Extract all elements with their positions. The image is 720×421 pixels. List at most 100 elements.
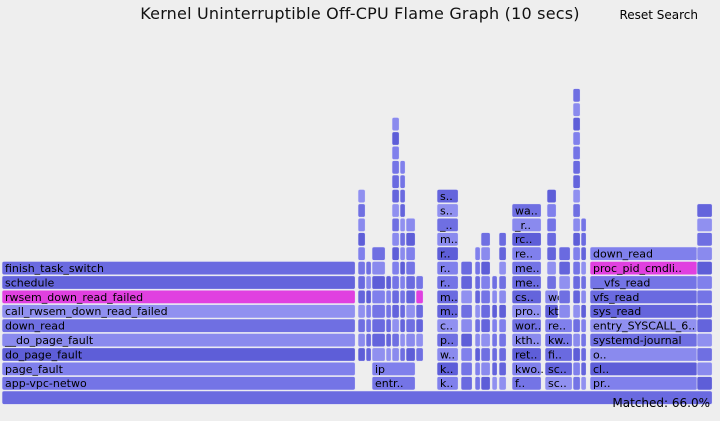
stack-frame[interactable]: kwo..: [511, 361, 544, 376]
stack-frame[interactable]: [460, 333, 473, 348]
stack-frame[interactable]: [399, 189, 406, 204]
stack-frame[interactable]: k..: [436, 376, 459, 391]
stack-frame[interactable]: [391, 318, 400, 333]
stack-frame[interactable]: [491, 275, 498, 290]
stack-frame[interactable]: [572, 347, 581, 362]
stack-frame[interactable]: [480, 246, 491, 261]
stack-frame[interactable]: [572, 131, 581, 146]
stack-frame[interactable]: [580, 333, 587, 348]
stack-frame[interactable]: [357, 232, 366, 247]
stack-frame[interactable]: [371, 261, 386, 276]
stack-frame[interactable]: [546, 189, 557, 204]
stack-frame[interactable]: [474, 246, 481, 261]
stack-frame[interactable]: [498, 246, 507, 261]
stack-frame[interactable]: [491, 376, 498, 391]
stack-frame[interactable]: [460, 275, 473, 290]
stack-frame[interactable]: [1, 390, 713, 405]
stack-frame[interactable]: [572, 174, 581, 189]
stack-frame[interactable]: [415, 347, 424, 362]
stack-frame[interactable]: page_fault: [1, 361, 356, 376]
stack-frame[interactable]: [696, 217, 713, 232]
stack-frame[interactable]: [572, 361, 581, 376]
stack-frame[interactable]: [399, 261, 406, 276]
stack-frame[interactable]: rwsem_down_read_failed: [1, 289, 356, 304]
stack-frame[interactable]: [491, 361, 498, 376]
stack-frame[interactable]: r..: [436, 261, 459, 276]
stack-frame[interactable]: [580, 232, 587, 247]
stack-frame[interactable]: [357, 289, 366, 304]
stack-frame[interactable]: systemd-journal: [589, 333, 698, 348]
stack-frame[interactable]: [480, 289, 491, 304]
stack-frame[interactable]: [572, 189, 581, 204]
stack-frame[interactable]: s..: [436, 189, 459, 204]
stack-frame[interactable]: [371, 304, 386, 319]
stack-frame[interactable]: [580, 376, 587, 391]
stack-frame[interactable]: [460, 347, 473, 362]
stack-frame[interactable]: [371, 347, 386, 362]
stack-frame[interactable]: [491, 289, 498, 304]
stack-frame[interactable]: finish_task_switch: [1, 261, 356, 276]
stack-frame[interactable]: [371, 318, 386, 333]
stack-frame[interactable]: [546, 232, 557, 247]
stack-frame[interactable]: [415, 318, 424, 333]
stack-frame[interactable]: [391, 232, 400, 247]
stack-frame[interactable]: [371, 275, 386, 290]
stack-frame[interactable]: [474, 333, 481, 348]
stack-frame[interactable]: [480, 333, 491, 348]
stack-frame[interactable]: [546, 246, 557, 261]
stack-frame[interactable]: [498, 232, 507, 247]
stack-frame[interactable]: [399, 304, 406, 319]
stack-frame[interactable]: [498, 361, 507, 376]
stack-frame[interactable]: [399, 217, 406, 232]
stack-frame[interactable]: r..: [436, 246, 459, 261]
stack-frame[interactable]: [415, 304, 424, 319]
stack-frame[interactable]: [572, 333, 581, 348]
stack-frame[interactable]: [572, 376, 581, 391]
stack-frame[interactable]: _r..: [511, 217, 542, 232]
stack-frame[interactable]: [580, 217, 587, 232]
stack-frame[interactable]: [474, 261, 481, 276]
stack-frame[interactable]: [580, 347, 587, 362]
stack-frame[interactable]: [474, 275, 481, 290]
stack-frame[interactable]: [580, 261, 587, 276]
stack-frame[interactable]: [391, 289, 400, 304]
stack-frame[interactable]: [405, 347, 416, 362]
stack-frame[interactable]: [572, 117, 581, 132]
stack-frame[interactable]: sys_read: [589, 304, 698, 319]
stack-frame[interactable]: f..: [511, 376, 542, 391]
stack-frame[interactable]: [391, 347, 400, 362]
stack-frame[interactable]: vfs_read: [589, 289, 698, 304]
stack-frame[interactable]: [391, 246, 400, 261]
stack-frame[interactable]: [391, 203, 400, 218]
stack-frame[interactable]: c..: [436, 318, 459, 333]
stack-frame[interactable]: [572, 275, 581, 290]
stack-frame[interactable]: s..: [436, 203, 459, 218]
stack-frame[interactable]: [480, 318, 491, 333]
stack-frame[interactable]: fi..: [544, 347, 573, 362]
stack-frame[interactable]: [405, 261, 416, 276]
stack-frame[interactable]: [365, 347, 372, 362]
stack-frame[interactable]: [391, 145, 400, 160]
stack-frame[interactable]: [572, 318, 581, 333]
stack-frame[interactable]: [385, 275, 392, 290]
stack-frame[interactable]: app-vpc-netwo: [1, 376, 356, 391]
stack-frame[interactable]: proc_pid_cmdli..: [589, 261, 698, 276]
stack-frame[interactable]: [405, 275, 416, 290]
stack-frame[interactable]: [391, 174, 400, 189]
stack-frame[interactable]: [460, 318, 473, 333]
stack-frame[interactable]: rc..: [511, 232, 542, 247]
stack-frame[interactable]: [365, 304, 372, 319]
stack-frame[interactable]: __vfs_read: [589, 275, 698, 290]
stack-frame[interactable]: [405, 246, 416, 261]
stack-frame[interactable]: [572, 261, 581, 276]
reset-search-button[interactable]: Reset Search: [619, 8, 698, 22]
stack-frame[interactable]: [558, 246, 571, 261]
stack-frame[interactable]: cs..: [511, 289, 542, 304]
stack-frame[interactable]: [357, 217, 366, 232]
stack-frame[interactable]: [558, 275, 571, 290]
stack-frame[interactable]: [546, 217, 557, 232]
stack-frame[interactable]: [399, 275, 406, 290]
stack-frame[interactable]: [405, 217, 416, 232]
stack-frame[interactable]: [357, 189, 366, 204]
